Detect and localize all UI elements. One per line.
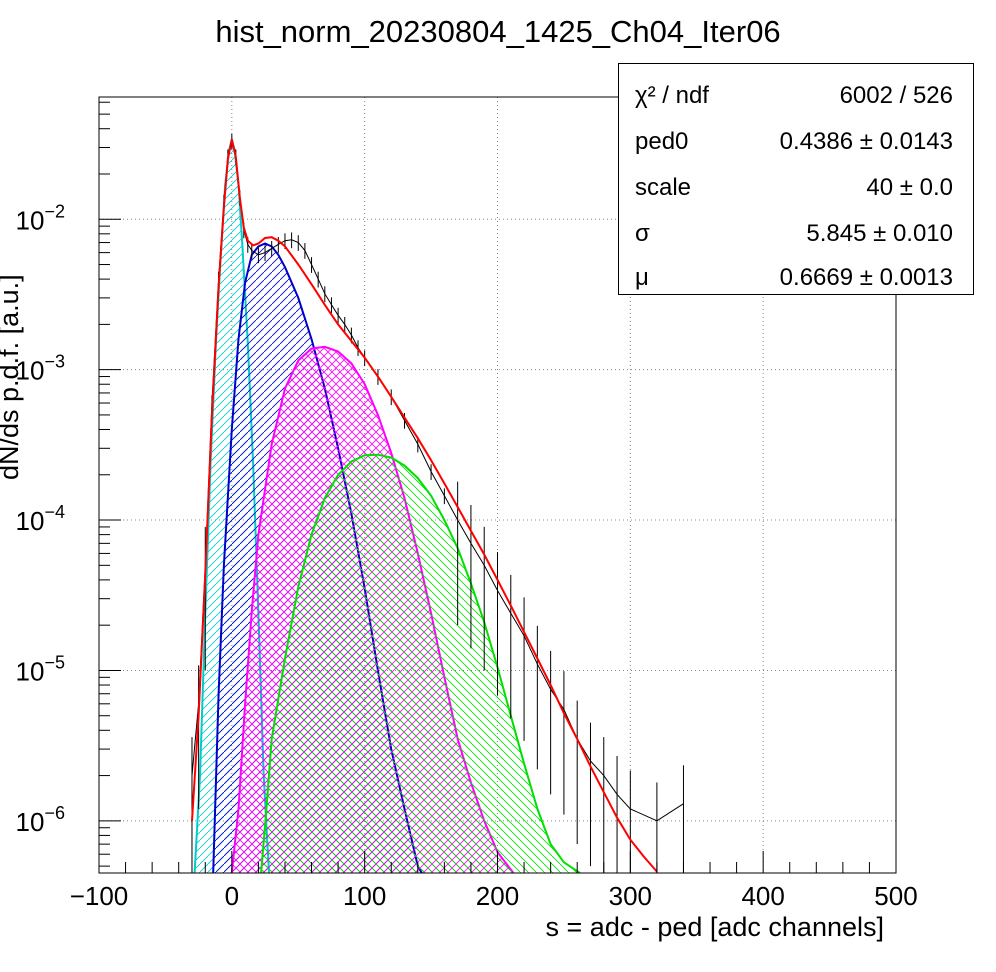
- y-axis-label: dN/ds p.d.f. [a.u.]: [0, 274, 24, 480]
- y-tick-label: 10−6: [16, 803, 65, 837]
- x-tick-label: 200: [476, 881, 519, 911]
- stat-value: 0.4386 ± 0.0143: [779, 128, 953, 155]
- stat-value: 40 ± 0.0: [866, 174, 953, 201]
- x-tick-label: 500: [874, 881, 917, 911]
- stat-value: 6002 / 526: [839, 82, 953, 109]
- stat-name: μ: [635, 264, 649, 291]
- component-curve: [260, 453, 581, 873]
- stat-row: ped0 0.4386 ± 0.0143: [619, 118, 973, 164]
- x-tick-label: 400: [741, 881, 784, 911]
- fit-stats-box: χ² / ndf 6002 / 526 ped0 0.4386 ± 0.0143…: [618, 63, 974, 295]
- stat-row: σ 5.845 ± 0.010: [619, 210, 973, 256]
- x-tick-label: −100: [70, 881, 129, 911]
- stat-name: scale: [635, 174, 692, 201]
- x-axis-label: s = adc - ped [adc channels]: [545, 912, 884, 942]
- component-fill: [261, 454, 580, 873]
- y-tick-label: 10−5: [16, 652, 65, 686]
- stat-value: 5.845 ± 0.010: [806, 220, 953, 247]
- x-tick-label: 300: [609, 881, 652, 911]
- stat-row: scale 40 ± 0.0: [619, 164, 973, 210]
- series-group: [191, 133, 684, 873]
- stat-row: μ 0.6669 ± 0.0013: [619, 254, 973, 300]
- stat-name: σ: [635, 220, 650, 247]
- stat-value: 0.6669 ± 0.0013: [779, 264, 953, 291]
- chart-title: hist_norm_20230804_1425_Ch04_Iter06: [215, 14, 781, 49]
- stat-name: χ² / ndf: [635, 82, 709, 109]
- x-tick-label: 0: [225, 881, 239, 911]
- total-fit-curve: [191, 139, 658, 873]
- x-tick-label: 100: [343, 881, 386, 911]
- stat-name: ped0: [635, 128, 689, 155]
- stat-row: χ² / ndf 6002 / 526: [619, 72, 973, 118]
- y-tick-label: 10−4: [16, 502, 65, 536]
- y-tick-label: 10−2: [16, 201, 65, 235]
